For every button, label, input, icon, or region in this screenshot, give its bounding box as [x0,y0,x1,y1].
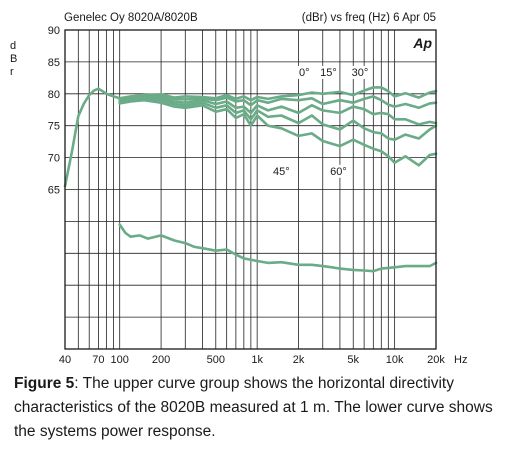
angle-annotation: 15° [320,67,337,79]
x-tick-label: 5k [347,354,359,366]
y-tick-label: 75 [48,121,60,133]
ap-logo: Ap [412,35,432,51]
x-tick-label: 70 [92,354,104,366]
x-tick-label: 2k [293,354,305,366]
angle-annotation: 0° [299,67,310,79]
x-tick-label: 40 [59,354,71,366]
chart-title: Genelec Oy 8020A/8020B [64,12,198,24]
angle-annotation: 30° [352,67,369,79]
figure-caption: Figure 5: The upper curve group shows th… [14,372,514,444]
x-tick-label: 500 [207,354,225,366]
x-axis-label: Hz [454,354,467,366]
series-line [118,98,438,167]
x-tick-label: 1k [251,354,263,366]
chart-subtitle: (dBr) vs freq (Hz) 6 Apr 05 [302,12,436,24]
angle-annotations: 0° 15° 30° 45° 60° [270,65,372,178]
series-group [63,86,438,273]
plot-frame [64,29,437,350]
angle-annotation: 45° [273,166,290,178]
y-tick-label: 85 [48,57,60,69]
y-axis-label-letter: d [10,40,16,52]
x-tick-labels: 40 70 100 200 500 1k 2k 5k 10k 20k [59,354,445,366]
annotation-background [317,65,340,79]
y-axis-label-letter: B [10,53,17,65]
series-line [118,95,438,110]
series-line [118,97,438,141]
x-tick-label: 20k [427,354,445,366]
x-tick-label: 200 [152,354,170,366]
series-line [63,86,438,188]
frequency-response-chart: 90 85 80 75 70 65 40 70 100 200 500 1k 2k 5k 10k 20k 0… [10,12,467,366]
caption-text: : The upper curve group shows the horizo… [14,375,493,440]
annotation-background [327,164,350,178]
series-line [118,96,438,126]
annotation-background [349,65,372,79]
x-tick-label: 100 [111,354,129,366]
annotation-background [293,65,316,79]
grid [65,30,436,349]
annotation-background [270,164,293,178]
y-tick-label: 70 [48,153,60,165]
caption-label: Figure 5 [14,375,75,392]
y-tick-label: 90 [48,25,60,37]
y-tick-label: 65 [48,185,60,197]
series-line [118,223,438,273]
y-axis-label-letter: r [10,66,14,78]
y-tick-label: 80 [48,89,60,101]
y-tick-labels: 90 85 80 75 70 65 [48,25,60,197]
angle-annotation: 60° [330,166,347,178]
x-tick-label: 10k [386,354,404,366]
